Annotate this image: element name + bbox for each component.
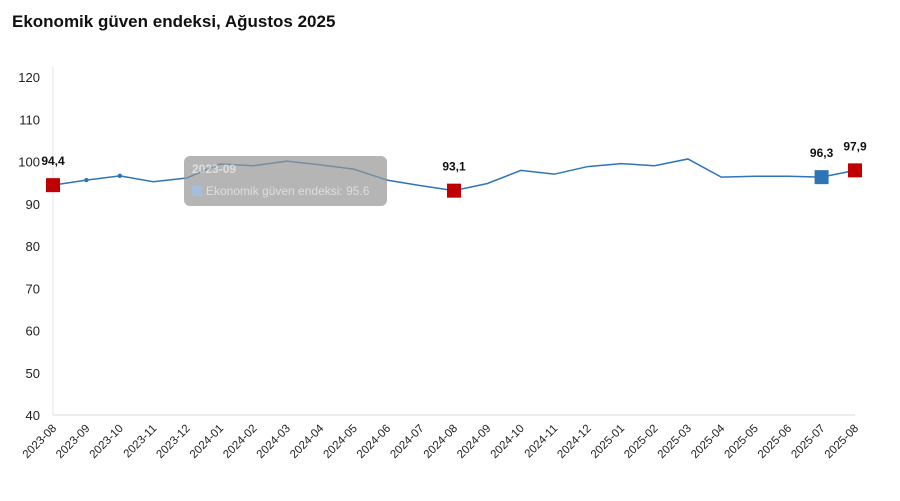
data-label: 93,1	[442, 160, 466, 174]
x-tick-label: 2024-05	[322, 423, 360, 461]
x-tick-label: 2023-08	[21, 423, 59, 461]
x-tick-label: 2024-06	[355, 423, 393, 461]
x-tick-label: 2024-12	[555, 423, 593, 461]
y-tick-label: 60	[26, 324, 40, 339]
x-tick-label: 2024-08	[422, 423, 460, 461]
x-tick-label: 2024-03	[255, 423, 293, 461]
y-tick-label: 40	[26, 408, 40, 423]
x-tick-label: 2025-02	[622, 423, 660, 461]
y-tick-label: 90	[26, 197, 40, 212]
y-tick-label: 70	[26, 281, 40, 296]
x-tick-label: 2023-09	[54, 423, 92, 461]
x-tick-label: 2023-12	[154, 423, 192, 461]
x-tick-label: 2024-02	[221, 423, 259, 461]
x-tick-label: 2024-10	[489, 423, 527, 461]
highlight-marker	[447, 183, 461, 198]
y-tick-label: 80	[26, 239, 40, 254]
highlight-marker	[46, 178, 60, 193]
y-tick-label: 50	[26, 366, 40, 381]
data-point	[117, 173, 123, 179]
tooltip-value: Ekonomik güven endeksi: 95.6	[206, 184, 370, 198]
x-tick-label: 2025-01	[589, 423, 627, 461]
highlight-marker	[848, 163, 862, 178]
y-tick-label: 110	[19, 112, 40, 127]
legend-swatch	[192, 186, 202, 196]
x-tick-label: 2025-06	[756, 423, 794, 461]
chart-title: Ekonomik güven endeksi, Ağustos 2025	[12, 12, 336, 31]
x-tick-label: 2025-05	[723, 423, 761, 461]
x-tick-label: 2025-03	[656, 423, 694, 461]
x-tick-label: 2023-10	[88, 423, 126, 461]
x-tick-label: 2025-07	[789, 423, 827, 461]
x-tick-label: 2023-11	[122, 423, 160, 461]
y-tick-label: 100	[18, 155, 40, 170]
x-tick-label: 2025-04	[689, 422, 728, 461]
data-point	[84, 177, 89, 183]
x-tick-label: 2024-11	[523, 423, 561, 461]
data-label: 97,9	[843, 139, 867, 153]
data-label: 94,4	[41, 154, 65, 168]
tooltip-title: 2023-09	[192, 162, 237, 176]
x-tick-label: 2024-01	[188, 423, 226, 461]
y-tick-label: 120	[18, 70, 40, 85]
x-tick-label: 2024-09	[455, 423, 493, 461]
highlight-marker	[814, 170, 829, 185]
x-tick-label: 2024-04	[288, 422, 327, 461]
x-tick-label: 2024-07	[388, 423, 426, 461]
x-tick-label: 2025-08	[823, 423, 861, 461]
data-label: 96,3	[810, 146, 834, 160]
tooltip: 2023-09 Ekonomik güven endeksi: 95.6	[184, 156, 387, 206]
